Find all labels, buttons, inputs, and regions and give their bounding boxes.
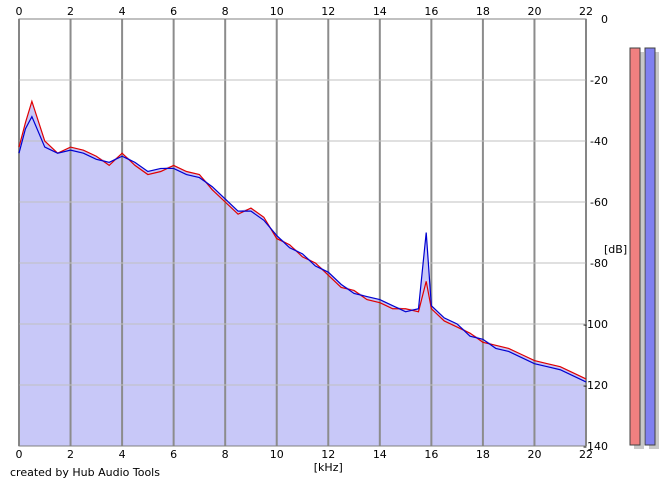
grid [18, 18, 587, 447]
y-tick-label: -100 [583, 318, 608, 331]
level-meters [629, 47, 659, 449]
x-tick-label-top: 4 [119, 5, 126, 18]
x-axis-label: [kHz] [314, 461, 343, 474]
x-tick-label-bottom: 2 [67, 448, 74, 461]
series-line-2 [18, 115, 587, 383]
y-tick-label: -20 [590, 74, 608, 87]
credit-text: created by Hub Audio Tools [10, 466, 160, 479]
y-tick-label: -40 [590, 135, 608, 148]
x-tick-label-top: 6 [170, 5, 177, 18]
x-tick-label-bottom: 18 [476, 448, 490, 461]
level-meter-2 [644, 47, 656, 446]
plot-border [18, 18, 587, 447]
tick-labels: 002244668810101212141416161818202022220-… [16, 5, 609, 461]
y-tick-label: -120 [583, 379, 608, 392]
x-tick-label-top: 10 [270, 5, 284, 18]
y-tick-label: -80 [590, 257, 608, 270]
x-tick-label-bottom: 10 [270, 448, 284, 461]
series-lines [18, 99, 587, 383]
x-tick-label-bottom: 0 [16, 448, 23, 461]
x-tick-label-top: 18 [476, 5, 490, 18]
x-tick-label-top: 22 [579, 5, 593, 18]
series-line-1 [18, 99, 587, 380]
x-tick-label-top: 20 [527, 5, 541, 18]
y-axis-label: [dB] [604, 243, 627, 256]
x-tick-label-top: 12 [321, 5, 335, 18]
y-tick-label: 0 [601, 13, 608, 26]
x-tick-label-top: 8 [222, 5, 229, 18]
x-tick-label-bottom: 6 [170, 448, 177, 461]
spectrum-fill [19, 101, 586, 446]
spectrum-area [19, 101, 586, 446]
x-tick-label-bottom: 8 [222, 448, 229, 461]
level-meter-1 [629, 47, 641, 446]
x-tick-label-bottom: 16 [424, 448, 438, 461]
x-tick-label-top: 16 [424, 5, 438, 18]
y-tick-label: -140 [583, 440, 608, 453]
x-tick-label-bottom: 22 [579, 448, 593, 461]
x-tick-label-bottom: 12 [321, 448, 335, 461]
x-tick-label-bottom: 14 [373, 448, 387, 461]
x-tick-label-top: 0 [16, 5, 23, 18]
x-tick-label-bottom: 4 [119, 448, 126, 461]
y-tick-label: -60 [590, 196, 608, 209]
x-tick-label-top: 2 [67, 5, 74, 18]
x-tick-label-top: 14 [373, 5, 387, 18]
x-tick-label-bottom: 20 [527, 448, 541, 461]
